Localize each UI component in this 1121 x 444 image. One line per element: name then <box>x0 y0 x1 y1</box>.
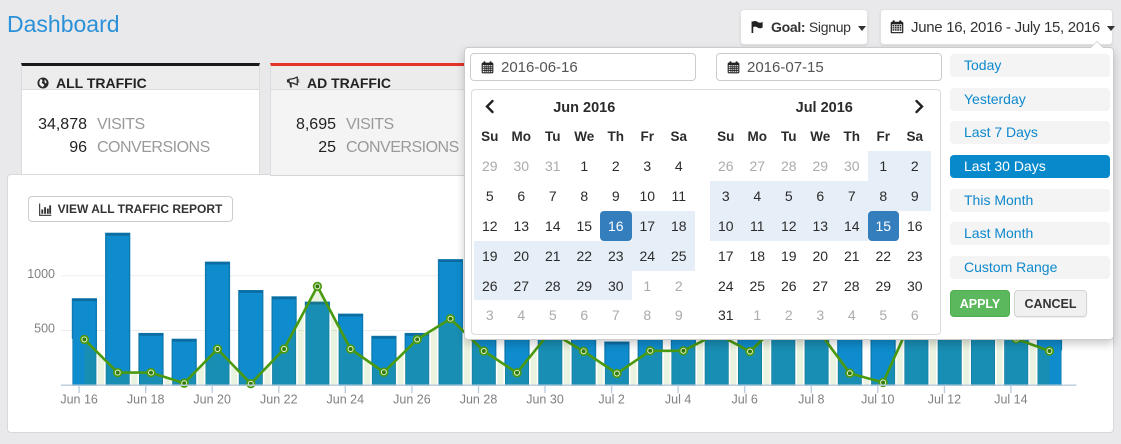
svg-text:Jul 4: Jul 4 <box>665 393 691 407</box>
svg-text:Jul 12: Jul 12 <box>928 393 961 407</box>
svg-text:Jul 10: Jul 10 <box>861 393 894 407</box>
svg-text:Jul 2: Jul 2 <box>598 393 624 407</box>
svg-text:Jun 20: Jun 20 <box>193 393 231 407</box>
svg-text:500: 500 <box>34 322 55 336</box>
svg-text:Jun 24: Jun 24 <box>327 393 365 407</box>
svg-text:1000: 1000 <box>27 267 55 281</box>
svg-text:Jun 16: Jun 16 <box>60 393 98 407</box>
svg-text:Jul 6: Jul 6 <box>731 393 757 407</box>
svg-text:Jun 22: Jun 22 <box>260 393 298 407</box>
svg-text:Jul 14: Jul 14 <box>994 393 1027 407</box>
svg-text:Jun 28: Jun 28 <box>460 393 498 407</box>
svg-text:Jun 18: Jun 18 <box>127 393 165 407</box>
svg-text:Jul 8: Jul 8 <box>798 393 824 407</box>
svg-text:Jun 30: Jun 30 <box>526 393 564 407</box>
svg-text:Jun 26: Jun 26 <box>393 393 431 407</box>
